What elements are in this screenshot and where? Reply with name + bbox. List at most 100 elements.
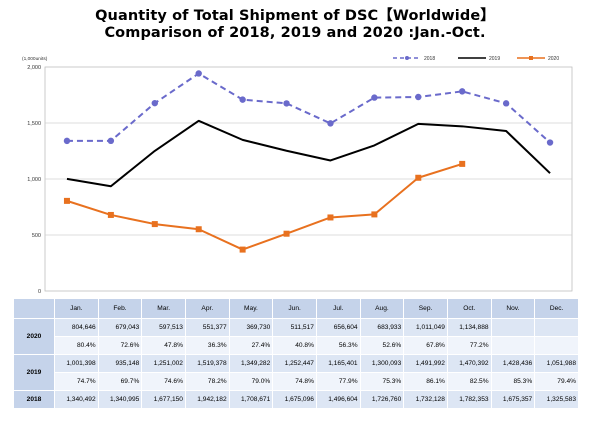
table-value-cell: 683,933 [359, 318, 405, 337]
table-value-cell: 1,134,888 [446, 318, 492, 337]
table-month-header: Jan. [54, 298, 99, 319]
table-percent-cell: 67.8% [403, 336, 448, 355]
series-line-2020 [66, 162, 463, 251]
table-percent-cell: 75.3% [359, 372, 405, 391]
table-month-header: Apr. [184, 298, 230, 319]
table-value-cell: 1,001,398 [54, 354, 99, 373]
table-percent-cell: 69.7% [97, 372, 143, 391]
data-point-2018 [459, 88, 466, 95]
table-value-cell: 1,675,096 [272, 390, 317, 409]
table-value-cell: 1,491,992 [403, 354, 448, 373]
table-month-header: Dec. [534, 298, 579, 319]
data-point-2020 [283, 230, 290, 237]
table-percent-cell: 52.6% [359, 336, 405, 355]
table-percent-cell [534, 336, 579, 355]
data-point-2018 [283, 100, 290, 107]
table-value-cell [490, 318, 536, 337]
table-month-header: Nov. [490, 298, 536, 319]
table-percent-cell: 82.5% [446, 372, 492, 391]
table-percent-cell: 86.1% [403, 372, 448, 391]
y-tick-label: 500 [32, 233, 41, 239]
data-point-2020 [459, 160, 466, 167]
table-value-cell: 1,011,049 [403, 318, 448, 337]
table-month-header: May. [228, 298, 274, 319]
table-value-cell: 1,708,671 [228, 390, 274, 409]
table-value-cell: 1,942,182 [184, 390, 230, 409]
table-row: 2019 1,001,398 935,148 1,251,002 1,519,378 1,… [13, 354, 579, 391]
table-value-cell: 1,470,392 [446, 354, 492, 373]
table-value-cell: 511,517 [272, 318, 317, 337]
table-value-cell: 1,519,378 [184, 354, 230, 373]
y-tick-label: 2,000 [27, 65, 41, 71]
data-point-2018 [371, 94, 378, 101]
table-header-row: Jan. Feb. Mar. Apr. May. Jun. Jul. Aug. Sep. Oct.… [13, 298, 579, 319]
line-chart: 0 500 1,000 1,500 2,000 (1,000units) 2018 2019 2… [22, 56, 573, 295]
legend-label-2018: 2018 [424, 56, 435, 62]
chart-title-line-2: Comparison of 2018, 2019 and 2020 :Jan.-… [104, 25, 486, 41]
table-month-header: Aug. [359, 298, 405, 319]
table-corner-cell [13, 298, 55, 319]
data-point-2020 [195, 226, 202, 233]
data-point-2020 [327, 214, 334, 221]
legend-marker-2018 [405, 56, 409, 60]
y-tick-label: 1,500 [27, 121, 41, 127]
data-point-2018 [546, 139, 554, 146]
data-point-2018 [415, 93, 422, 101]
table-percent-cell: 72.6% [97, 336, 143, 355]
table-row: 2020 804,646 679,043 597,513 551,377 369,730 5… [13, 318, 579, 355]
table-value-cell: 1,252,447 [272, 354, 317, 373]
table-row: 2018 1,340,492 1,340,995 1,677,150 1,942,182… [13, 390, 579, 409]
table-percent-cell: 77.9% [315, 372, 361, 391]
line-chart-svg: 0 500 1,000 1,500 2,000 (1,000units) 2018 2019 2… [22, 56, 573, 295]
y-tick-label: 0 [38, 289, 41, 295]
table-value-cell: 679,043 [97, 318, 143, 337]
table-value-cell: 1,732,128 [403, 390, 448, 409]
legend-marker-2020 [529, 56, 533, 60]
table-value-cell: 935,148 [97, 354, 143, 373]
table-month-header: Feb. [97, 298, 143, 319]
series-line-2018 [66, 72, 551, 144]
table-percent-cell: 79.0% [228, 372, 274, 391]
table-percent-cell: 78.2% [184, 372, 230, 391]
table-year-label: 2019 [13, 354, 55, 391]
data-point-2018 [502, 100, 510, 107]
table-value-cell: 1,165,401 [315, 354, 361, 373]
table-row: 80.4% 72.6% 47.8% 36.3% 27.4% 40.8% 56.3% 52.6%… [14, 336, 579, 355]
table-value-cell: 1,782,353 [446, 390, 492, 409]
table-month-header: Mar. [141, 298, 186, 319]
data-point-2020 [151, 221, 158, 228]
table-percent-cell: 74.8% [272, 372, 317, 391]
table-percent-cell: 74.7% [54, 372, 99, 391]
table-value-cell [534, 318, 579, 337]
shipment-data-table: Jan. Feb. Mar. Apr. May. Jun. Jul. Aug. Sep. Oct.… [13, 298, 579, 409]
data-point-2020 [415, 174, 422, 181]
table-value-cell: 1,726,760 [359, 390, 405, 409]
data-point-2018 [195, 70, 202, 77]
table-value-cell: 369,730 [228, 318, 274, 337]
data-point-2020 [371, 211, 378, 218]
table-percent-cell: 80.4% [54, 336, 99, 355]
table-value-cell: 1,677,150 [141, 390, 186, 409]
data-point-2018 [107, 137, 115, 145]
legend-label-2019: 2019 [489, 56, 500, 62]
y-tick-label: 1,000 [27, 177, 41, 183]
table-value-cell: 1,300,093 [359, 354, 405, 373]
table-percent-cell: 56.3% [315, 336, 361, 355]
series-line-2019 [66, 119, 551, 188]
table-month-header: Oct. [446, 298, 492, 319]
table-percent-cell: 36.3% [184, 336, 230, 355]
table-percent-cell: 85.3% [490, 372, 536, 391]
table-value-cell: 1,325,583 [534, 390, 579, 409]
data-point-2018 [151, 99, 158, 107]
table-percent-cell: 47.8% [141, 336, 186, 355]
table-value-cell: 1,340,995 [97, 390, 143, 409]
data-point-2018 [239, 96, 246, 103]
y-unit-label: (1,000units) [22, 56, 48, 62]
data-point-2020 [107, 211, 114, 218]
table-percent-cell: 77.2% [446, 336, 492, 355]
table-year-label: 2018 [13, 390, 55, 409]
table-value-cell: 656,604 [315, 318, 361, 337]
table-value-cell: 551,377 [184, 318, 230, 337]
table-row: 74.7% 69.7% 74.6% 78.2% 79.0% 74.8% 77.9% 75.3%… [14, 372, 579, 391]
table-value-cell: 804,646 [54, 318, 99, 337]
